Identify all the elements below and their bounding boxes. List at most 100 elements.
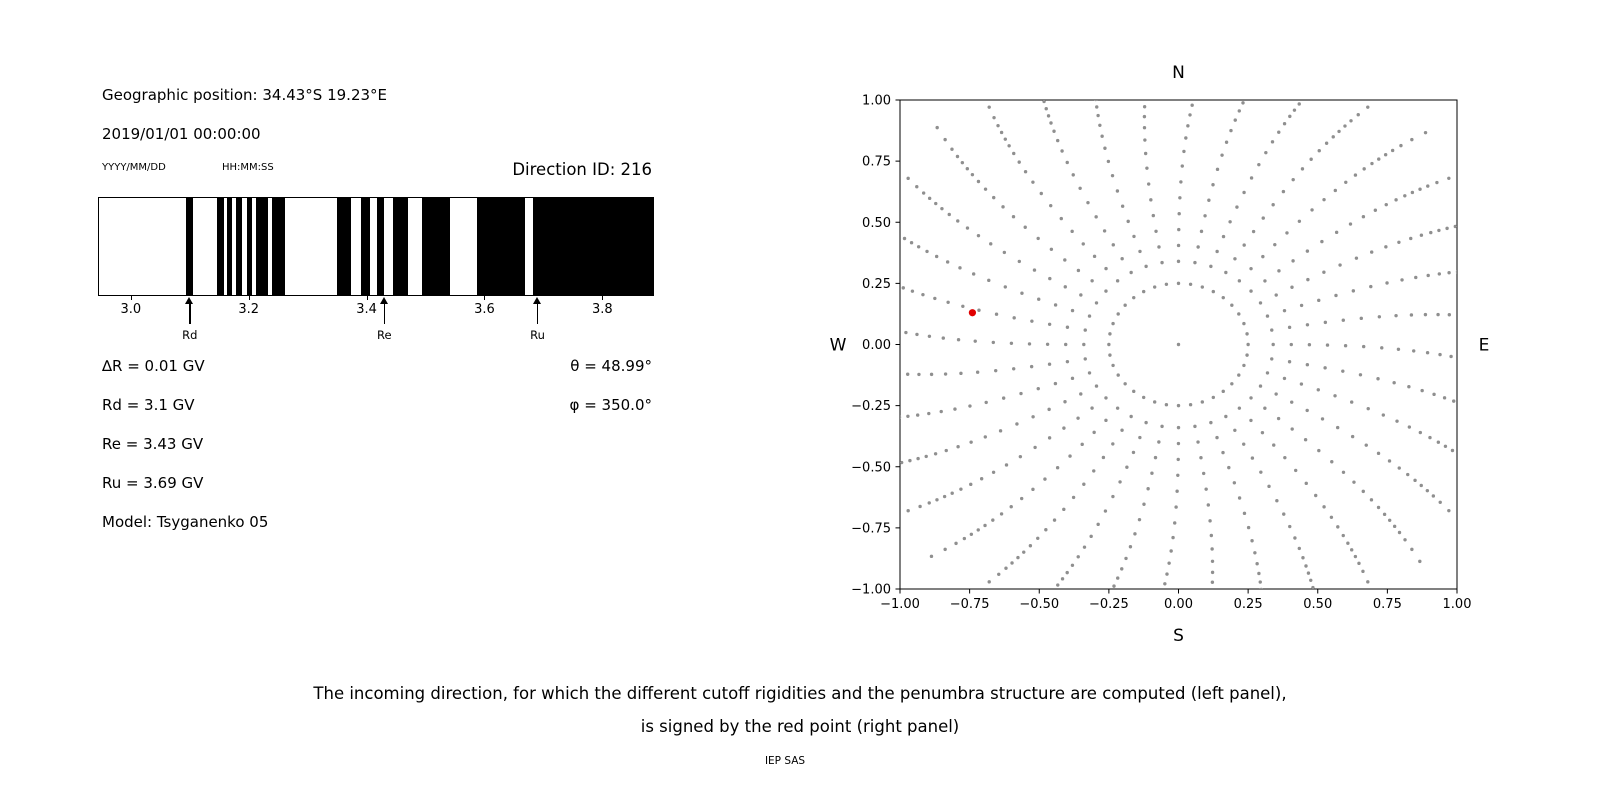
- direction-dot: [1086, 200, 1090, 205]
- direction-dot: [1237, 373, 1241, 377]
- direction-dot: [1108, 332, 1112, 336]
- direction-dot: [1200, 285, 1205, 289]
- direction-dot: [1322, 505, 1326, 509]
- direction-dot: [832, 366, 835, 369]
- phi-value: φ = 350.0°: [569, 396, 652, 414]
- direction-dot: [1233, 257, 1237, 261]
- y-tick-label: 0.25: [862, 277, 891, 292]
- direction-dot: [1035, 67, 1038, 70]
- direction-dot: [1265, 371, 1270, 375]
- direction-dot: [1042, 100, 1046, 104]
- direction-dot: [1092, 74, 1095, 77]
- direction-dot: [1027, 616, 1030, 619]
- direction-dot: [1044, 528, 1048, 532]
- direction-dot: [1224, 270, 1228, 275]
- direction-dot: [1242, 363, 1246, 368]
- direction-dot: [989, 242, 993, 246]
- direction-dot: [1396, 347, 1401, 351]
- direction-dot: [1506, 318, 1509, 321]
- direction-dot: [1230, 382, 1234, 386]
- direction-dot: [1208, 612, 1211, 615]
- direction-dot: [1249, 289, 1253, 293]
- direction-dot: [1466, 458, 1469, 461]
- direction-dot: [934, 254, 939, 259]
- direction-dot: [1241, 101, 1245, 105]
- direction-dot: [994, 312, 999, 316]
- direction-dot: [1484, 362, 1487, 365]
- direction-dot: [1148, 631, 1151, 634]
- direction-dot: [927, 501, 931, 505]
- direction-dot: [1224, 414, 1228, 419]
- direction-dot: [1377, 157, 1381, 161]
- direction-dot: [1229, 128, 1233, 133]
- direction-dot: [1108, 353, 1112, 357]
- direction-dot: [1100, 134, 1104, 138]
- direction-dot: [1403, 194, 1407, 198]
- direction-dot: [1037, 297, 1041, 301]
- direction-dot: [946, 300, 950, 305]
- direction-dot: [1065, 359, 1070, 364]
- direction-dot: [975, 589, 978, 592]
- direction-dot: [1496, 268, 1499, 271]
- direction-dot: [1182, 149, 1186, 154]
- direction-dot: [1178, 196, 1182, 200]
- direction-dot: [1276, 416, 1281, 421]
- direction-dot: [1420, 388, 1424, 393]
- direction-dot: [906, 508, 910, 513]
- direction-dot: [1207, 198, 1211, 202]
- penumbra-x-tick: [484, 296, 486, 300]
- cutoff-marker-label: Re: [376, 328, 392, 342]
- direction-dot: [1432, 392, 1436, 397]
- direction-dot: [1392, 524, 1397, 529]
- direction-dot: [1112, 584, 1116, 588]
- direction-dot: [1397, 466, 1401, 470]
- direction-dot: [917, 372, 921, 377]
- direction-dot: [1373, 208, 1378, 212]
- direction-dot: [1002, 250, 1007, 255]
- direction-dot: [921, 191, 926, 195]
- y-tick-label: −0.25: [851, 399, 891, 414]
- direction-dot: [892, 514, 895, 517]
- direction-dot: [961, 304, 965, 308]
- direction-dot: [1003, 285, 1007, 289]
- direction-dot: [1304, 481, 1308, 486]
- direction-dot: [1452, 399, 1456, 403]
- direction-dot: [1288, 114, 1292, 119]
- direction-dot: [910, 289, 915, 293]
- direction-dot: [976, 528, 980, 532]
- direction-dot: [1167, 561, 1171, 565]
- direction-dot: [1341, 533, 1345, 538]
- x-tick-label: −0.75: [950, 597, 990, 612]
- direction-dot: [871, 371, 874, 374]
- direction-dot: [1174, 505, 1178, 509]
- direction-dot: [1496, 418, 1499, 421]
- direction-dot: [1366, 406, 1370, 411]
- direction-dot: [1263, 406, 1267, 410]
- direction-dot: [927, 196, 932, 201]
- direction-dot: [1331, 135, 1335, 139]
- direction-dot: [1346, 541, 1350, 545]
- direction-dot: [1419, 483, 1423, 488]
- direction-dot: [956, 445, 960, 449]
- direction-dot: [1104, 396, 1108, 400]
- direction-dot: [1017, 259, 1022, 264]
- direction-dot: [881, 417, 884, 420]
- direction-dot: [1063, 285, 1067, 289]
- penumbra-cutoff-markers: Rd Re Ru: [99, 297, 653, 349]
- direction-dot: [1270, 328, 1274, 332]
- direction-dot: [1204, 487, 1208, 491]
- direction-dot: [1380, 346, 1384, 350]
- direction-dot: [1425, 488, 1430, 493]
- direction-dot: [987, 580, 991, 584]
- direction-dot: [933, 452, 938, 456]
- direction-dot: [1176, 281, 1181, 286]
- direction-dot: [861, 370, 864, 373]
- direction-dot: [1299, 382, 1304, 386]
- direction-dot: [1460, 402, 1463, 405]
- direction-dot: [1323, 320, 1328, 325]
- direction-dot: [1258, 301, 1263, 305]
- direction-dot: [945, 260, 950, 264]
- direction-dot: [1262, 637, 1265, 640]
- direction-dot: [1261, 216, 1265, 220]
- direction-dot: [870, 323, 873, 326]
